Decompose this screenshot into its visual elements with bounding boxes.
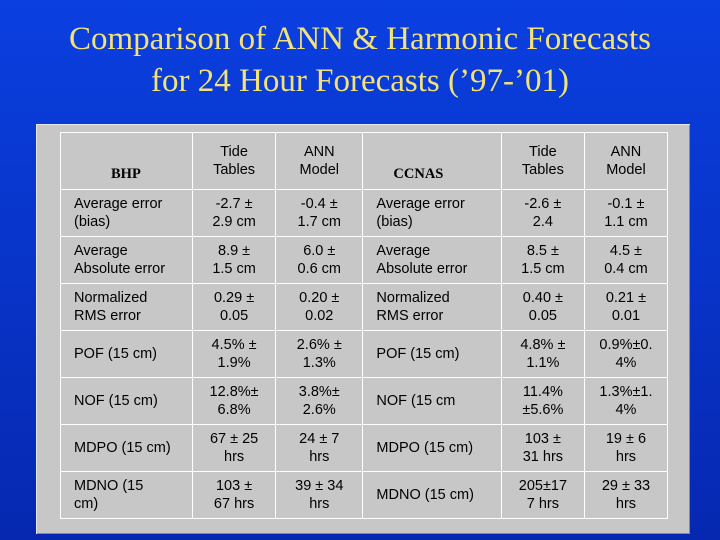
right-station-header: CCNAS (362, 132, 502, 190)
left-tide-value: 12.8%± 6.8% (192, 377, 277, 425)
right-metric-label: POF (15 cm) (362, 330, 502, 378)
left-metric-label: POF (15 cm) (59, 330, 194, 378)
right-tide-value: 0.40 ± 0.05 (500, 283, 585, 331)
right-tide-value: 11.4% ±5.6% (500, 377, 585, 425)
right-tide-value: 103 ± 31 hrs (500, 424, 585, 472)
left-station-header: BHP (59, 132, 194, 190)
right-metric-label: MDPO (15 cm) (362, 424, 502, 472)
left-ann-value: 39 ± 34 hrs (275, 471, 364, 519)
left-ann-value: -0.4 ± 1.7 cm (275, 189, 364, 237)
left-metric-label: NOF (15 cm) (59, 377, 194, 425)
right-ann-value: 4.5 ± 0.4 cm (583, 236, 669, 284)
left-metric-label: Average Absolute error (59, 236, 194, 284)
left-ann-value: 24 ± 7 hrs (275, 424, 364, 472)
table-panel: BHP Tide Tables ANN Model CCNAS Tide Tab… (36, 124, 690, 534)
right-ann-value: 1.3%±1. 4% (583, 377, 669, 425)
right-tide-value: 205±17 7 hrs (500, 471, 585, 519)
right-metric-label: NOF (15 cm (362, 377, 502, 425)
right-metric-label: Average Absolute error (362, 236, 502, 284)
comparison-table: BHP Tide Tables ANN Model CCNAS Tide Tab… (59, 132, 669, 519)
left-tide-value: 8.9 ± 1.5 cm (192, 236, 277, 284)
right-ann-value: 0.9%±0. 4% (583, 330, 669, 378)
left-tide-value: 0.29 ± 0.05 (192, 283, 277, 331)
right-ann-value: 0.21 ± 0.01 (583, 283, 669, 331)
table-row: Normalized RMS error 0.29 ± 0.05 0.20 ± 0.… (59, 283, 669, 331)
right-tide-value: -2.6 ± 2.4 (500, 189, 585, 237)
right-metric-label: Normalized RMS error (362, 283, 502, 331)
right-ann-value: 29 ± 33 hrs (583, 471, 669, 519)
title-line-1: Comparison of ANN & Harmonic Forecasts (69, 21, 651, 57)
table-row: MDNO (15 cm) 103 ± 67 hrs 39 ± 34 hrs MDNO … (59, 471, 669, 519)
slide-title: Comparison of ANN & Harmonic Forecasts f… (0, 18, 720, 102)
table-row: Average error (bias) -2.7 ± 2.9 cm -0.4 ± … (59, 189, 669, 237)
table-body: Average error (bias) -2.7 ± 2.9 cm -0.4 ± … (59, 189, 669, 519)
title-line-2: for 24 Hour Forecasts (’97-’01) (151, 63, 569, 99)
left-metric-label: MDNO (15 cm) (59, 471, 194, 519)
table-row: Average Absolute error 8.9 ± 1.5 cm 6.0 ± … (59, 236, 669, 284)
right-tide-header: Tide Tables (500, 132, 585, 190)
right-metric-label: Average error (bias) (362, 189, 502, 237)
left-metric-label: Average error (bias) (59, 189, 194, 237)
table-row: MDPO (15 cm) 67 ± 25 hrs 24 ± 7 hrs MDPO (1… (59, 424, 669, 472)
left-ann-value: 6.0 ± 0.6 cm (275, 236, 364, 284)
left-ann-header: ANN Model (275, 132, 364, 190)
left-tide-value: 103 ± 67 hrs (192, 471, 277, 519)
right-metric-label: MDNO (15 cm) (362, 471, 502, 519)
left-ann-value: 0.20 ± 0.02 (275, 283, 364, 331)
right-tide-value: 8.5 ± 1.5 cm (500, 236, 585, 284)
right-ann-header: ANN Model (583, 132, 669, 190)
left-ann-value: 3.8%± 2.6% (275, 377, 364, 425)
header-row: BHP Tide Tables ANN Model CCNAS Tide Tab… (59, 132, 669, 190)
right-ann-value: -0.1 ± 1.1 cm (583, 189, 669, 237)
left-tide-value: -2.7 ± 2.9 cm (192, 189, 277, 237)
left-metric-label: MDPO (15 cm) (59, 424, 194, 472)
right-ann-value: 19 ± 6 hrs (583, 424, 669, 472)
table-row: POF (15 cm) 4.5% ± 1.9% 2.6% ± 1.3% POF (15… (59, 330, 669, 378)
table-row: NOF (15 cm) 12.8%± 6.8% 3.8%± 2.6% NOF (15 … (59, 377, 669, 425)
left-metric-label: Normalized RMS error (59, 283, 194, 331)
left-ann-value: 2.6% ± 1.3% (275, 330, 364, 378)
left-tide-header: Tide Tables (192, 132, 277, 190)
left-tide-value: 67 ± 25 hrs (192, 424, 277, 472)
right-tide-value: 4.8% ± 1.1% (500, 330, 585, 378)
left-tide-value: 4.5% ± 1.9% (192, 330, 277, 378)
